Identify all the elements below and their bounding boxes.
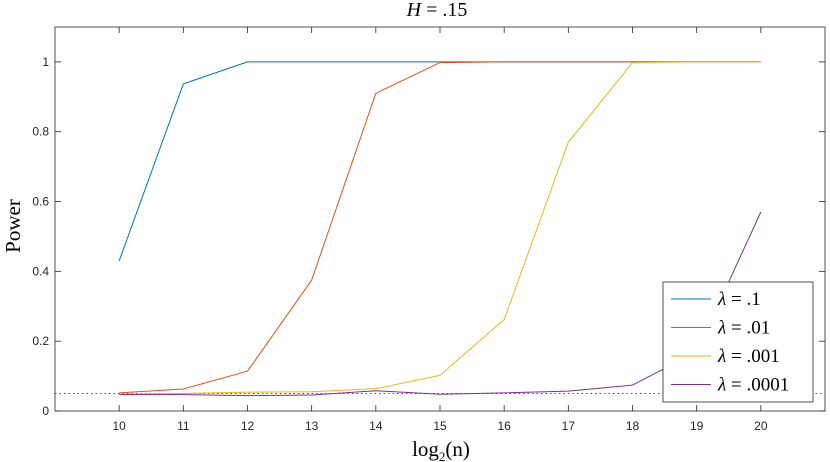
axis-ticks: 10 11 12 13 14 15 16 17 18 19 20 0 0.2 0.4 0.6 0.8 1 — [32, 27, 825, 433]
y-tick-label: 0 — [42, 404, 49, 418]
x-tick-label: 16 — [497, 419, 511, 433]
legend-label-var-0: λ — [717, 289, 726, 310]
y-tick-label: 0.8 — [32, 125, 49, 139]
x-tick-label: 18 — [626, 419, 640, 433]
legend-label-3: λ = .0001 — [717, 375, 789, 396]
y-tick-label: 0.2 — [32, 334, 49, 348]
x-tick-label: 13 — [305, 419, 319, 433]
legend-box — [662, 281, 814, 403]
x-tick-label: 20 — [754, 419, 768, 433]
y-tick-label: 0.6 — [32, 195, 49, 209]
series-line-2 — [119, 61, 761, 395]
x-axis-label-sub: 2 — [439, 449, 446, 462]
x-axis-label-arg: (n) — [445, 437, 470, 461]
x-tick-label: 12 — [241, 419, 255, 433]
y-axis-label: Power — [1, 199, 25, 253]
legend-label-1: λ = .01 — [717, 318, 770, 339]
chart-title: H = .15 — [406, 0, 468, 21]
chart-title-rest: = .15 — [421, 0, 467, 21]
series-line-3 — [119, 211, 762, 397]
y-tick-label: 0.4 — [32, 264, 49, 278]
legend-label-var-1: λ — [717, 318, 726, 339]
legend-label-rest-1: = .01 — [726, 318, 770, 339]
legend-label-2: λ = .001 — [717, 346, 780, 367]
legend-label-rest-0: = .1 — [726, 289, 760, 310]
y-tick-label: 1 — [42, 55, 49, 69]
legend-label-rest-2: = .001 — [726, 346, 779, 367]
x-tick-label: 11 — [177, 419, 190, 433]
legend-label-0: λ = .1 — [717, 289, 761, 310]
legend-label-rest-3: = .0001 — [726, 375, 789, 396]
x-tick-label: 17 — [562, 419, 576, 433]
x-tick-label: 15 — [433, 419, 447, 433]
x-tick-label: 10 — [112, 419, 126, 433]
legend-label-var-3: λ — [717, 375, 726, 396]
x-axis-label: log2(n) — [412, 437, 470, 462]
x-axis-label-log: log — [412, 437, 439, 461]
chart-title-var: H — [406, 0, 423, 21]
x-tick-label: 14 — [369, 419, 383, 433]
legend-label-var-2: λ — [717, 346, 726, 367]
x-tick-label: 19 — [690, 419, 704, 433]
